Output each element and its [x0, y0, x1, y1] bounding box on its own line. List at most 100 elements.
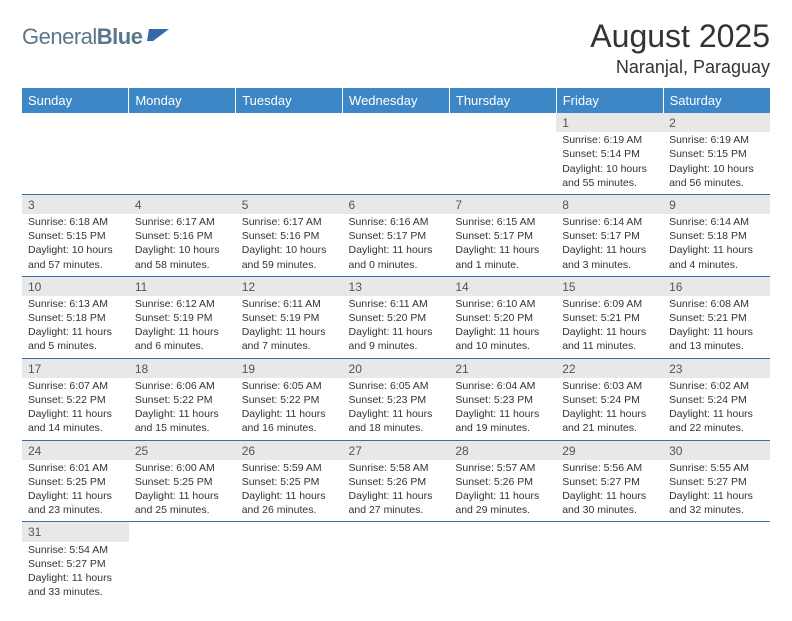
day-number: 29: [556, 441, 663, 460]
weekday-header: Sunday: [22, 88, 129, 113]
sunrise-text: Sunrise: 6:12 AM: [135, 297, 230, 311]
calendar-day-cell: 14Sunrise: 6:10 AMSunset: 5:20 PMDayligh…: [449, 276, 556, 358]
day-number: 3: [22, 195, 129, 214]
sunset-text: Sunset: 5:15 PM: [669, 147, 764, 161]
sunset-text: Sunset: 5:21 PM: [669, 311, 764, 325]
location: Naranjal, Paraguay: [590, 57, 770, 78]
sunrise-text: Sunrise: 6:01 AM: [28, 461, 123, 475]
sunset-text: Sunset: 5:18 PM: [669, 229, 764, 243]
day-number: 17: [22, 359, 129, 378]
calendar-day-cell: 29Sunrise: 5:56 AMSunset: 5:27 PMDayligh…: [556, 440, 663, 522]
sunrise-text: Sunrise: 6:05 AM: [349, 379, 444, 393]
day-content: Sunrise: 6:02 AMSunset: 5:24 PMDaylight:…: [663, 378, 770, 440]
daylight-text: Daylight: 11 hours and 7 minutes.: [242, 325, 337, 353]
sunset-text: Sunset: 5:14 PM: [562, 147, 657, 161]
sunset-text: Sunset: 5:26 PM: [349, 475, 444, 489]
sunrise-text: Sunrise: 6:14 AM: [562, 215, 657, 229]
logo: GeneralBlue: [22, 24, 171, 50]
title-block: August 2025 Naranjal, Paraguay: [590, 18, 770, 78]
sunset-text: Sunset: 5:23 PM: [349, 393, 444, 407]
weekday-header: Saturday: [663, 88, 770, 113]
day-content: Sunrise: 6:14 AMSunset: 5:17 PMDaylight:…: [556, 214, 663, 276]
calendar-day-cell: 28Sunrise: 5:57 AMSunset: 5:26 PMDayligh…: [449, 440, 556, 522]
day-content: Sunrise: 5:59 AMSunset: 5:25 PMDaylight:…: [236, 460, 343, 522]
day-number: 31: [22, 522, 129, 541]
day-content: Sunrise: 5:56 AMSunset: 5:27 PMDaylight:…: [556, 460, 663, 522]
day-content: Sunrise: 6:18 AMSunset: 5:15 PMDaylight:…: [22, 214, 129, 276]
daylight-text: Daylight: 11 hours and 14 minutes.: [28, 407, 123, 435]
day-number: 1: [556, 113, 663, 132]
calendar-day-cell: 16Sunrise: 6:08 AMSunset: 5:21 PMDayligh…: [663, 276, 770, 358]
calendar-day-cell: 4Sunrise: 6:17 AMSunset: 5:16 PMDaylight…: [129, 194, 236, 276]
day-content: Sunrise: 6:13 AMSunset: 5:18 PMDaylight:…: [22, 296, 129, 358]
sunrise-text: Sunrise: 6:17 AM: [135, 215, 230, 229]
daylight-text: Daylight: 11 hours and 0 minutes.: [349, 243, 444, 271]
daylight-text: Daylight: 11 hours and 1 minute.: [455, 243, 550, 271]
sunset-text: Sunset: 5:16 PM: [242, 229, 337, 243]
daylight-text: Daylight: 11 hours and 5 minutes.: [28, 325, 123, 353]
daylight-text: Daylight: 11 hours and 16 minutes.: [242, 407, 337, 435]
calendar-day-cell: 17Sunrise: 6:07 AMSunset: 5:22 PMDayligh…: [22, 358, 129, 440]
day-number: 19: [236, 359, 343, 378]
daylight-text: Daylight: 11 hours and 11 minutes.: [562, 325, 657, 353]
calendar-day-cell: 31Sunrise: 5:54 AMSunset: 5:27 PMDayligh…: [22, 522, 129, 603]
day-number: 4: [129, 195, 236, 214]
day-number: 5: [236, 195, 343, 214]
calendar-day-cell: 21Sunrise: 6:04 AMSunset: 5:23 PMDayligh…: [449, 358, 556, 440]
daylight-text: Daylight: 11 hours and 10 minutes.: [455, 325, 550, 353]
calendar-week-row: 1Sunrise: 6:19 AMSunset: 5:14 PMDaylight…: [22, 113, 770, 194]
sunrise-text: Sunrise: 6:15 AM: [455, 215, 550, 229]
logo-text-1: General: [22, 24, 97, 49]
daylight-text: Daylight: 10 hours and 56 minutes.: [669, 162, 764, 190]
sunset-text: Sunset: 5:20 PM: [455, 311, 550, 325]
calendar-day-cell: 9Sunrise: 6:14 AMSunset: 5:18 PMDaylight…: [663, 194, 770, 276]
sunset-text: Sunset: 5:24 PM: [669, 393, 764, 407]
calendar-day-cell: 23Sunrise: 6:02 AMSunset: 5:24 PMDayligh…: [663, 358, 770, 440]
day-content: Sunrise: 6:07 AMSunset: 5:22 PMDaylight:…: [22, 378, 129, 440]
sunrise-text: Sunrise: 5:57 AM: [455, 461, 550, 475]
day-content: Sunrise: 6:16 AMSunset: 5:17 PMDaylight:…: [343, 214, 450, 276]
sunset-text: Sunset: 5:27 PM: [562, 475, 657, 489]
calendar-day-cell: 13Sunrise: 6:11 AMSunset: 5:20 PMDayligh…: [343, 276, 450, 358]
weekday-header: Wednesday: [343, 88, 450, 113]
day-content: Sunrise: 6:09 AMSunset: 5:21 PMDaylight:…: [556, 296, 663, 358]
flag-icon: [147, 27, 171, 43]
sunset-text: Sunset: 5:17 PM: [562, 229, 657, 243]
calendar-day-cell: 30Sunrise: 5:55 AMSunset: 5:27 PMDayligh…: [663, 440, 770, 522]
day-number: 30: [663, 441, 770, 460]
day-content: Sunrise: 6:17 AMSunset: 5:16 PMDaylight:…: [236, 214, 343, 276]
day-number: 2: [663, 113, 770, 132]
sunrise-text: Sunrise: 6:11 AM: [349, 297, 444, 311]
sunrise-text: Sunrise: 6:19 AM: [562, 133, 657, 147]
calendar-day-cell: 12Sunrise: 6:11 AMSunset: 5:19 PMDayligh…: [236, 276, 343, 358]
day-number: 18: [129, 359, 236, 378]
daylight-text: Daylight: 11 hours and 33 minutes.: [28, 571, 123, 599]
calendar-table: Sunday Monday Tuesday Wednesday Thursday…: [22, 88, 770, 603]
day-number: 27: [343, 441, 450, 460]
sunset-text: Sunset: 5:20 PM: [349, 311, 444, 325]
weekday-header: Tuesday: [236, 88, 343, 113]
sunset-text: Sunset: 5:16 PM: [135, 229, 230, 243]
day-number: 25: [129, 441, 236, 460]
day-content: Sunrise: 6:19 AMSunset: 5:14 PMDaylight:…: [556, 132, 663, 194]
calendar-day-cell: [22, 113, 129, 194]
sunset-text: Sunset: 5:22 PM: [28, 393, 123, 407]
calendar-day-cell: [236, 522, 343, 603]
sunset-text: Sunset: 5:22 PM: [242, 393, 337, 407]
calendar-day-cell: 2Sunrise: 6:19 AMSunset: 5:15 PMDaylight…: [663, 113, 770, 194]
daylight-text: Daylight: 11 hours and 4 minutes.: [669, 243, 764, 271]
day-number: 20: [343, 359, 450, 378]
daylight-text: Daylight: 11 hours and 29 minutes.: [455, 489, 550, 517]
sunrise-text: Sunrise: 5:54 AM: [28, 543, 123, 557]
day-content: Sunrise: 6:11 AMSunset: 5:20 PMDaylight:…: [343, 296, 450, 358]
sunrise-text: Sunrise: 6:11 AM: [242, 297, 337, 311]
sunset-text: Sunset: 5:23 PM: [455, 393, 550, 407]
calendar-day-cell: 6Sunrise: 6:16 AMSunset: 5:17 PMDaylight…: [343, 194, 450, 276]
sunrise-text: Sunrise: 6:18 AM: [28, 215, 123, 229]
calendar-day-cell: 7Sunrise: 6:15 AMSunset: 5:17 PMDaylight…: [449, 194, 556, 276]
calendar-day-cell: 5Sunrise: 6:17 AMSunset: 5:16 PMDaylight…: [236, 194, 343, 276]
calendar-day-cell: [343, 113, 450, 194]
day-content: Sunrise: 5:55 AMSunset: 5:27 PMDaylight:…: [663, 460, 770, 522]
day-content: Sunrise: 6:10 AMSunset: 5:20 PMDaylight:…: [449, 296, 556, 358]
calendar-day-cell: [663, 522, 770, 603]
